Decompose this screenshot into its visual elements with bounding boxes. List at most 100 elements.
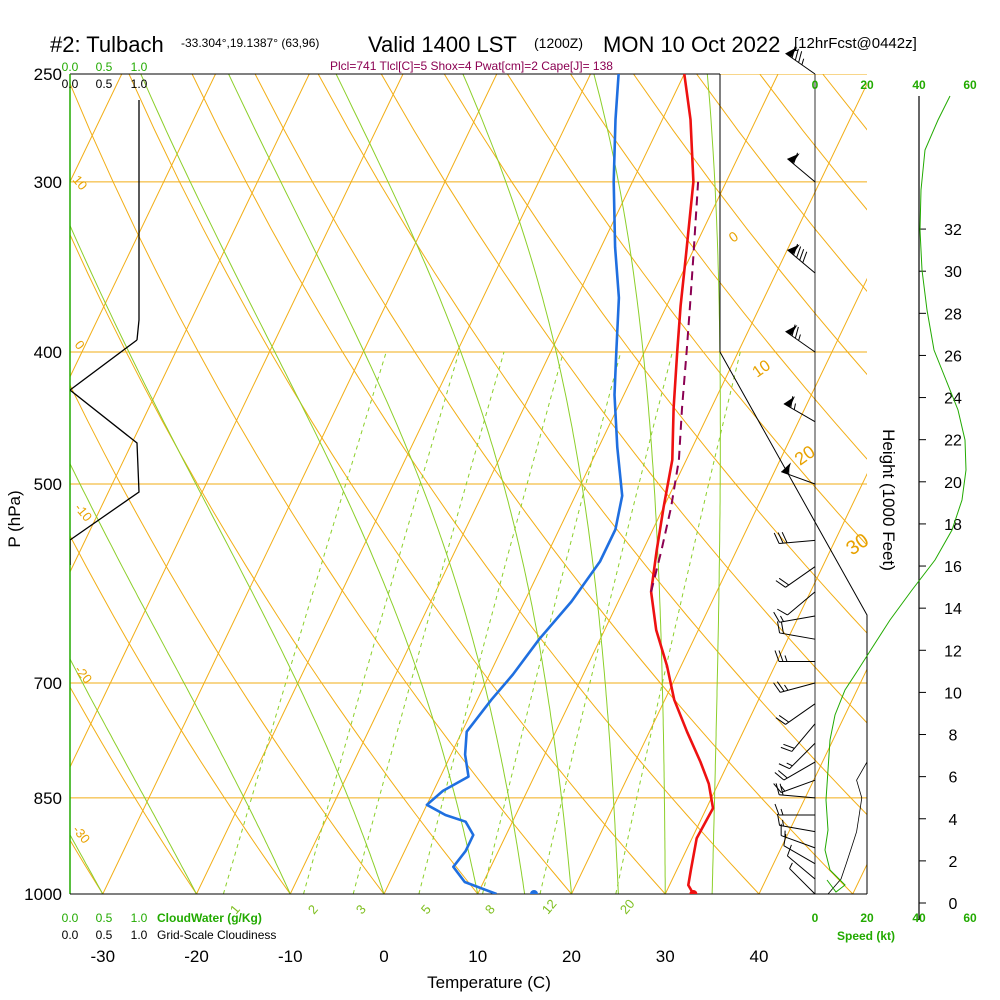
wind-barb-staff [785,566,816,588]
wind-barb-full [779,783,784,796]
wind-barb [774,761,816,781]
wind-barb-half [801,58,805,65]
wind-barb [778,742,816,770]
speed-tick-top-label: 60 [963,78,977,92]
moist-adiabat-line [335,74,572,894]
wind-barb [789,862,816,895]
dry-adiabat-line [443,74,867,634]
wind-barb-staff [783,845,816,865]
dry-adiabat-label: 10 [750,357,774,381]
temperature-tick-label: -10 [278,947,303,966]
wind-barb-full [794,326,799,339]
wind-barb-half [780,808,784,816]
wind-barb-full [786,844,792,857]
temperature-profile-line [649,74,715,894]
wind-barb-full [773,611,780,623]
wind-barb-full [775,783,780,795]
pressure-axis-title: P (hPa) [5,490,24,547]
wind-barb-half [786,762,793,767]
speed-axis-title: Speed (kt) [837,929,895,943]
moist-adiabat-label: -10 [72,500,96,524]
height-tick-label: 26 [944,348,962,365]
cloudiness-scale-bottom-label: 1.0 [131,928,148,942]
speed-tick-bottom-label: 20 [860,911,874,925]
wind-barb-staff [789,868,816,895]
temperature-tick-label: 10 [468,947,487,966]
wind-barb-full [774,650,780,662]
wind-barb-full [777,813,781,826]
wind-barb-half [780,785,786,792]
dry-adiabat-line [70,686,197,894]
dry-adiabat-label: 0 [726,228,742,246]
wind-barb-half [784,684,789,691]
speed-tick-top-label: 0 [812,78,819,92]
wind-barb-full [778,650,784,662]
dry-adiabat-line [506,74,867,546]
cloudiness-scale-top-label: 0.0 [62,77,79,91]
cloudwater-scale-bottom-label: 0.5 [96,911,113,925]
wind-barb-flag [787,153,800,164]
wind-barb-full [793,152,799,165]
isotherm-line [196,74,591,894]
wind-barb [773,531,816,545]
wind-barb-full [778,763,790,770]
wind-barb-full [781,531,788,544]
mixing-ratio-label: 2 [305,902,321,917]
height-speed-profile-line [824,95,967,893]
wind-barb [783,834,816,865]
wind-barb-staff [789,742,816,770]
temperature-tick-label: 40 [750,947,769,966]
cloudiness-profile-line [70,339,140,565]
wind-barb-staff [779,615,816,623]
moist-adiabat-line [462,74,619,894]
moist-adiabat-line [70,462,291,894]
wind-barb-full [773,682,781,693]
wind-barb [775,703,816,725]
height-tick-label: 12 [944,643,962,660]
cloudiness-scale-bottom-label: 0.5 [96,928,113,942]
dewpoint-profile-line [425,74,624,894]
moist-adiabat-line [706,74,721,894]
isotherm-line [0,74,28,894]
isotherm-line [70,74,216,378]
mixing-ratio-label: 3 [353,902,369,917]
dry-adiabat-label: 30 [842,529,873,560]
dry-adiabat-line [886,74,1000,894]
dry-adiabat-line [633,74,867,376]
wind-barb-flag [785,47,798,58]
wind-barb-full [777,621,781,634]
cloudiness-scale-top-label: 1.0 [131,77,148,91]
wind-barb-staff [779,794,816,799]
height-axis-title: Height (1000 Feet) [879,429,898,571]
moist-adiabat-label: -30 [70,822,94,846]
wind-barb [773,611,816,623]
pressure-tick-label: 400 [34,343,62,362]
mixing-ratio-line [303,351,460,894]
dry-adiabat-line [70,534,291,894]
cloudiness-scale-top-label: 0.5 [96,77,113,91]
height-tick-label: 16 [944,559,962,576]
pressure-tick-label: 250 [34,65,62,84]
surface-dewpoint-marker [530,890,538,894]
wind-barb [775,566,816,588]
speed-tick-top-label: 40 [912,78,926,92]
wind-barb [773,681,816,693]
mixing-ratio-line [615,351,741,894]
chart-title-utc: (1200Z) [534,35,583,51]
wind-barb-staff [787,158,816,183]
wind-barb-full [780,622,784,634]
moist-adiabat-line [228,74,526,894]
wind-barb-full [802,251,808,263]
wind-barb [773,779,816,793]
cloudwater-scale-bottom-label: 1.0 [131,911,148,925]
temperature-tick-label: -30 [90,947,115,966]
height-tick-label: 0 [949,896,958,913]
wind-barb-staff [787,591,816,616]
dry-adiabat-line [570,74,867,460]
wind-barb-full [778,770,788,779]
chart-title-forecast: [12hrFcst@0442z] [794,35,917,52]
pressure-tick-label: 700 [34,674,62,693]
cloudiness-scale-bottom-label: 0.0 [62,928,79,942]
chart-title-date: MON 10 Oct 2022 [603,32,780,57]
isotherm-line [664,472,867,894]
